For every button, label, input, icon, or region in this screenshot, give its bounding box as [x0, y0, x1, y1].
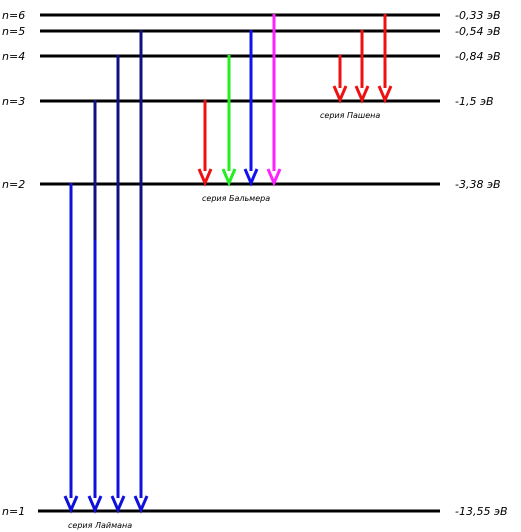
level-n-label: n=2 [2, 178, 25, 191]
transition-arrow [87, 100, 103, 514]
level-n-label: n=4 [2, 50, 25, 63]
transition-arrow [221, 55, 237, 187]
transition-arrow [354, 30, 370, 104]
transition-arrow [63, 183, 79, 514]
transition-arrow [110, 55, 126, 514]
transition-arrow [332, 55, 348, 104]
transition-arrow [266, 14, 282, 187]
level-energy-label: -0,54 эВ [455, 25, 501, 38]
level-n-label: n=5 [2, 25, 25, 38]
level-energy-label: -3,38 эВ [455, 178, 501, 191]
series-label: серия Лаймана [68, 521, 132, 530]
level-n-label: n=3 [2, 95, 25, 108]
series-label: серия Бальмера [202, 194, 270, 203]
level-energy-label: -0,33 эВ [455, 9, 501, 22]
level-energy-label: -1,5 эВ [455, 95, 494, 108]
series-label: серия Пашена [320, 111, 380, 120]
transition-arrow [243, 30, 259, 187]
level-energy-label: -13,55 эВ [455, 505, 508, 518]
transition-arrow [133, 30, 149, 514]
level-energy-label: -0,84 эВ [455, 50, 501, 63]
transition-arrow [197, 100, 213, 187]
series-labels: серия Лаймана серия Бальмера серия Пашена [68, 111, 380, 530]
transition-arrows [63, 14, 393, 514]
energy-levels: n=6 -0,33 эВ n=5 -0,54 эВ n=4 -0,84 эВ n=3 -1,5… [2, 9, 508, 518]
transition-arrow [377, 14, 393, 104]
level-n-label: n=1 [2, 505, 25, 518]
level-n-label: n=6 [2, 9, 25, 22]
